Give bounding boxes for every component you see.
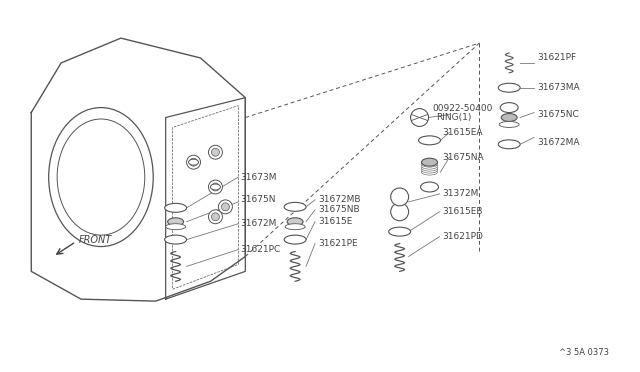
Circle shape [390, 203, 408, 221]
Text: 31672MA: 31672MA [537, 138, 580, 147]
Circle shape [390, 188, 408, 206]
Ellipse shape [422, 167, 438, 173]
Text: 31672M: 31672M [241, 219, 276, 228]
Ellipse shape [501, 113, 517, 122]
Ellipse shape [422, 158, 438, 166]
Ellipse shape [422, 159, 438, 165]
Ellipse shape [284, 202, 306, 211]
Ellipse shape [49, 108, 153, 247]
Ellipse shape [287, 218, 303, 226]
Ellipse shape [285, 224, 305, 230]
Circle shape [221, 203, 229, 211]
Ellipse shape [498, 140, 520, 149]
Text: 31672MB: 31672MB [318, 195, 360, 204]
Circle shape [209, 210, 223, 224]
Ellipse shape [57, 119, 145, 235]
Ellipse shape [500, 103, 518, 113]
Circle shape [211, 213, 220, 221]
Ellipse shape [388, 227, 411, 236]
Ellipse shape [499, 122, 519, 128]
Ellipse shape [420, 182, 438, 192]
Text: 31621PC: 31621PC [241, 245, 280, 254]
Text: 31675NC: 31675NC [537, 110, 579, 119]
Ellipse shape [189, 159, 198, 165]
Circle shape [189, 158, 198, 166]
Circle shape [209, 145, 223, 159]
Text: 31615EB: 31615EB [442, 207, 483, 216]
Text: 31621PE: 31621PE [318, 239, 358, 248]
Ellipse shape [422, 165, 438, 171]
Text: 00922-50400: 00922-50400 [433, 104, 493, 113]
Text: FRONT: FRONT [79, 235, 112, 245]
Text: 31621PF: 31621PF [537, 54, 576, 62]
Text: 31673M: 31673M [241, 173, 277, 182]
Ellipse shape [284, 235, 306, 244]
Ellipse shape [422, 163, 438, 169]
Circle shape [218, 200, 232, 214]
Text: 31372M: 31372M [442, 189, 479, 198]
Ellipse shape [168, 218, 184, 226]
Text: 31615EA: 31615EA [442, 128, 483, 137]
Text: RING(1): RING(1) [436, 113, 472, 122]
Text: 31621PD: 31621PD [442, 232, 483, 241]
Text: 31675NA: 31675NA [442, 153, 484, 162]
Ellipse shape [164, 235, 187, 244]
Ellipse shape [422, 169, 438, 175]
Circle shape [211, 148, 220, 156]
Text: 31675NB: 31675NB [318, 205, 360, 214]
Ellipse shape [422, 161, 438, 167]
Text: 31673MA: 31673MA [537, 83, 580, 92]
Circle shape [187, 155, 200, 169]
Text: 31675N: 31675N [241, 195, 276, 204]
Text: 31615E: 31615E [318, 217, 353, 226]
Ellipse shape [498, 83, 520, 92]
Ellipse shape [164, 203, 187, 212]
Text: ^3 5A 0373: ^3 5A 0373 [559, 348, 609, 357]
Circle shape [209, 180, 223, 194]
Ellipse shape [166, 224, 186, 230]
Ellipse shape [419, 136, 440, 145]
Ellipse shape [211, 184, 220, 190]
Circle shape [211, 183, 220, 191]
